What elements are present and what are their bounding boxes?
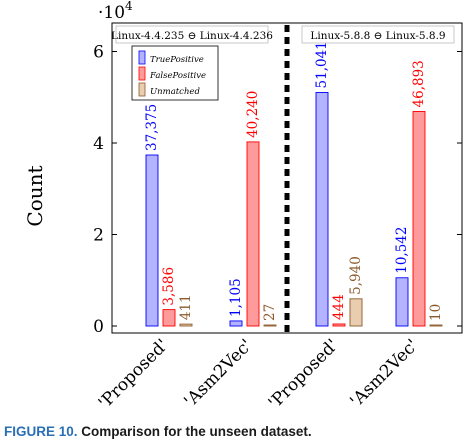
data-labels: 37,375 1,105 51,041 10,542 3,586 40,240 444 46,… (144, 41, 444, 321)
x-tick-label-1: 'Asm2Vec' (180, 335, 256, 411)
y-tick-label: 0 (93, 317, 104, 337)
bar-truepositive-3 (395, 277, 409, 327)
legend-swatch-unmatched (138, 82, 146, 97)
legend: TruePositive FalsePositive Unmatched (131, 45, 219, 101)
group-header-box-2 (301, 25, 455, 44)
data-label-unmatched-3: 10 (428, 304, 444, 321)
x-tick-label-0: 'Proposed' (95, 335, 173, 413)
bar-truepositive-2 (315, 92, 329, 327)
bar-truepositive-1 (229, 320, 243, 327)
bar-falsepositive-3 (412, 111, 426, 327)
group-header-box-1 (115, 25, 269, 44)
x-tick-label-3: 'Asm2Vec' (346, 335, 422, 411)
data-label-truepositive-0: 37,375 (144, 104, 160, 151)
bar-falsepositive-1 (246, 141, 260, 327)
legend-swatch-falsepositive (138, 66, 146, 81)
legend-swatch-truepositive (138, 50, 146, 65)
legend-label-truepositive: TruePositive (150, 55, 204, 65)
y-tick-label: 4 (93, 134, 104, 154)
y-scale-label: ·104 (98, 0, 133, 23)
bar-falsepositive-2 (332, 323, 346, 327)
data-label-falsepositive-2: 444 (331, 294, 347, 320)
data-label-falsepositive-3: 46,893 (411, 60, 427, 107)
y-tick-label: 2 (93, 226, 104, 246)
bar-unmatched-0 (179, 323, 193, 327)
figure-caption-text: Comparison for the unseen dataset. (81, 424, 312, 439)
data-label-unmatched-0: 411 (178, 294, 194, 320)
y-tick-label: 6 (93, 43, 104, 63)
plot-frame (111, 22, 463, 334)
bar-unmatched-2 (349, 298, 363, 327)
data-label-unmatched-1: 27 (262, 304, 278, 321)
x-tick-labels: 'Proposed' 'Asm2Vec' 'Proposed' 'Asm2Vec' (95, 335, 423, 413)
y-ticks: 0 2 4 6 (93, 43, 462, 337)
y-scale-base: ·10 (98, 3, 125, 23)
data-label-falsepositive-1: 40,240 (245, 91, 261, 138)
data-label-unmatched-2: 5,940 (348, 256, 364, 295)
bars (145, 92, 443, 327)
group-header-2: Linux-5.8.8 ⊖ Linux-5.8.9 (310, 30, 445, 42)
bar-unmatched-1 (263, 324, 277, 327)
data-label-truepositive-3: 10,542 (394, 227, 410, 274)
figure-label: FIGURE 10. (4, 424, 78, 439)
legend-label-falsepositive: FalsePositive (149, 71, 206, 81)
data-label-truepositive-2: 51,041 (314, 41, 330, 88)
legend-box (131, 45, 219, 101)
x-tick-label-2: 'Proposed' (265, 335, 343, 413)
legend-label-unmatched: Unmatched (150, 87, 200, 97)
data-label-falsepositive-0: 3,586 (161, 267, 177, 306)
bar-truepositive-0 (145, 154, 159, 327)
y-axis-title: Count (23, 165, 47, 226)
group-header-1: Linux-4.4.235 ⊖ Linux-4.4.236 (111, 30, 273, 42)
figure-caption: FIGURE 10. Comparison for the unseen dat… (4, 424, 312, 439)
data-label-truepositive-1: 1,105 (228, 278, 244, 317)
bar-falsepositive-0 (162, 309, 176, 327)
bar-unmatched-3 (429, 324, 443, 327)
y-scale-exponent: 4 (125, 0, 133, 13)
